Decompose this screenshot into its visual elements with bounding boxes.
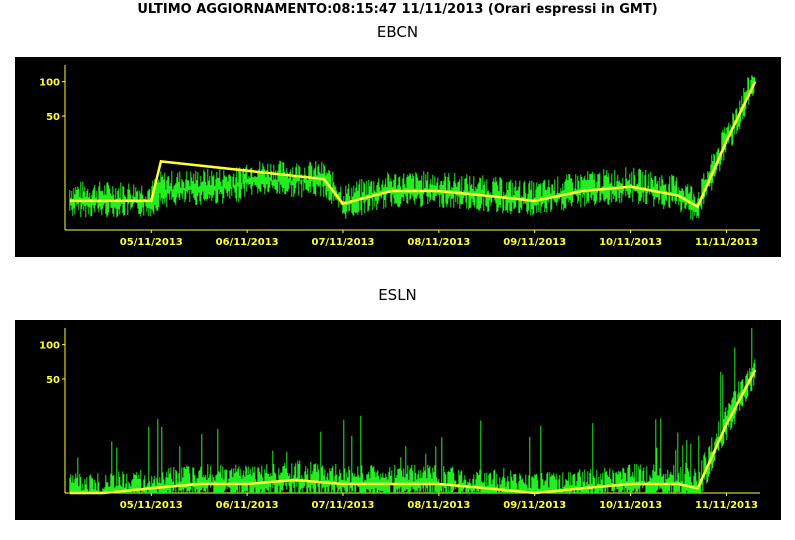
y-tick-label: 100 xyxy=(39,78,60,89)
x-tick-label: 09/11/2013 xyxy=(503,500,566,511)
x-tick-label: 11/11/2013 xyxy=(695,237,758,248)
x-tick-label: 11/11/2013 xyxy=(695,500,758,511)
page-title: ULTIMO AGGIORNAMENTO:08:15:47 11/11/2013… xyxy=(137,2,658,17)
x-tick-label: 05/11/2013 xyxy=(120,500,183,511)
x-tick-label: 08/11/2013 xyxy=(407,500,470,511)
x-tick-label: 07/11/2013 xyxy=(312,500,375,511)
chart-title-ebcn: EBCN xyxy=(376,23,419,41)
series-smoothed xyxy=(69,369,757,495)
chart-ebcn: 100 50 05/11/2013 06/11/2013 07/11/2013 08/11… xyxy=(39,65,760,248)
chart-panel-esln: 100 50 05/11/2013 06/11/2013 07/11/2013 08/11… xyxy=(15,320,781,520)
x-tick-label: 10/11/2013 xyxy=(599,237,662,248)
x-tick-label: 07/11/2013 xyxy=(312,237,375,248)
chart-title-esln: ESLN xyxy=(378,286,417,304)
chart-esln: 100 50 05/11/2013 06/11/2013 07/11/2013 08/11… xyxy=(39,328,760,511)
series-raw xyxy=(69,75,756,221)
chart-panel-ebcn: 100 50 05/11/2013 06/11/2013 07/11/2013 08/11… xyxy=(15,57,781,257)
x-tick-label: 09/11/2013 xyxy=(503,237,566,248)
y-tick-label: 50 xyxy=(46,375,60,386)
x-tick-label: 06/11/2013 xyxy=(216,500,279,511)
series-smoothed xyxy=(69,81,757,209)
x-tick-label: 06/11/2013 xyxy=(216,237,279,248)
x-tick-label: 05/11/2013 xyxy=(120,237,183,248)
x-tick-label: 08/11/2013 xyxy=(407,237,470,248)
x-tick-label: 10/11/2013 xyxy=(599,500,662,511)
series-raw xyxy=(69,328,756,493)
y-tick-label: 50 xyxy=(46,112,60,123)
y-tick-label: 100 xyxy=(39,341,60,352)
